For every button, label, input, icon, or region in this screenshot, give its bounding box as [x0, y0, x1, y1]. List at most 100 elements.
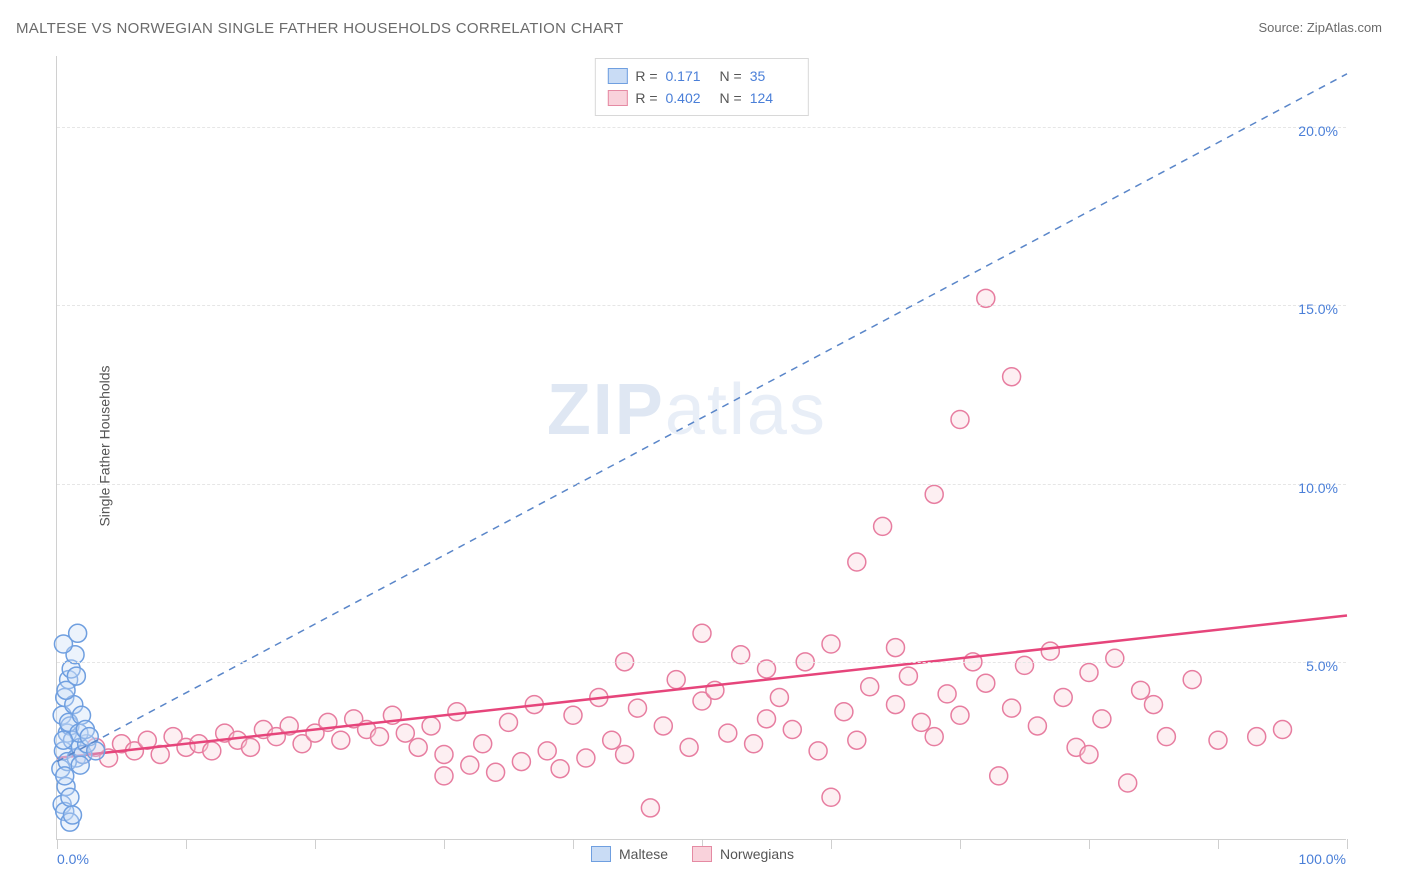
data-point-maltese [67, 667, 85, 685]
data-point-maltese [87, 742, 105, 760]
data-point-norwegians [1003, 699, 1021, 717]
x-tick [57, 839, 58, 849]
chart-container: MALTESE VS NORWEGIAN SINGLE FATHER HOUSE… [0, 0, 1406, 892]
x-tick [1218, 839, 1219, 849]
data-point-norwegians [1016, 656, 1034, 674]
grid-line [57, 662, 1346, 663]
x-tick [573, 839, 574, 849]
data-point-norwegians [396, 724, 414, 742]
x-tick-label: 100.0% [1299, 851, 1346, 867]
x-tick [1089, 839, 1090, 849]
x-tick [444, 839, 445, 849]
data-point-norwegians [616, 745, 634, 763]
data-point-norwegians [758, 710, 776, 728]
trend-line-maltese [57, 74, 1347, 762]
chart-title: MALTESE VS NORWEGIAN SINGLE FATHER HOUSE… [16, 20, 624, 37]
data-point-norwegians [435, 767, 453, 785]
x-tick [315, 839, 316, 849]
legend-item: Maltese [591, 846, 668, 862]
data-point-norwegians [629, 699, 647, 717]
data-point-norwegians [693, 624, 711, 642]
data-point-norwegians [770, 688, 788, 706]
data-point-norwegians [1080, 745, 1098, 763]
data-point-norwegians [1145, 696, 1163, 714]
data-point-norwegians [667, 671, 685, 689]
data-point-norwegians [1248, 728, 1266, 746]
data-point-norwegians [848, 731, 866, 749]
data-point-norwegians [1157, 728, 1175, 746]
legend-series: Maltese Norwegians [591, 846, 794, 862]
data-point-norwegians [500, 713, 518, 731]
data-point-norwegians [719, 724, 737, 742]
data-point-norwegians [899, 667, 917, 685]
data-point-norwegians [1119, 774, 1137, 792]
data-point-norwegians [951, 706, 969, 724]
data-point-norwegians [1028, 717, 1046, 735]
data-point-maltese [63, 806, 81, 824]
data-point-maltese [56, 767, 74, 785]
grid-line [57, 305, 1346, 306]
scatter-svg [57, 56, 1347, 840]
y-tick-label: 15.0% [1298, 301, 1338, 317]
data-point-norwegians [822, 635, 840, 653]
data-point-norwegians [861, 678, 879, 696]
data-point-norwegians [487, 763, 505, 781]
data-point-norwegians [1132, 681, 1150, 699]
data-point-norwegians [409, 738, 427, 756]
data-point-norwegians [1093, 710, 1111, 728]
data-point-norwegians [990, 767, 1008, 785]
x-tick-label: 0.0% [57, 851, 89, 867]
grid-line [57, 127, 1346, 128]
data-point-norwegians [925, 728, 943, 746]
data-point-norwegians [1183, 671, 1201, 689]
legend-item-label: Maltese [619, 846, 668, 862]
data-point-norwegians [564, 706, 582, 724]
data-point-norwegians [332, 731, 350, 749]
y-tick-label: 20.0% [1298, 123, 1338, 139]
data-point-norwegians [835, 703, 853, 721]
data-point-norwegians [822, 788, 840, 806]
data-point-norwegians [1274, 721, 1292, 739]
data-point-maltese [61, 788, 79, 806]
y-tick-label: 10.0% [1298, 480, 1338, 496]
data-point-norwegians [745, 735, 763, 753]
x-tick [186, 839, 187, 849]
y-tick-label: 5.0% [1306, 658, 1338, 674]
data-point-norwegians [461, 756, 479, 774]
data-point-norwegians [887, 639, 905, 657]
data-point-norwegians [951, 410, 969, 428]
data-point-norwegians [203, 742, 221, 760]
data-point-norwegians [977, 674, 995, 692]
data-point-maltese [69, 624, 87, 642]
legend-item: Norwegians [692, 846, 794, 862]
data-point-norwegians [1080, 664, 1098, 682]
data-point-norwegians [1106, 649, 1124, 667]
data-point-maltese [54, 731, 72, 749]
plot-area: ZIPatlas R = 0.171 N = 35 R = 0.402 N = … [56, 56, 1346, 840]
data-point-norwegians [242, 738, 260, 756]
source-label: Source: ZipAtlas.com [1258, 20, 1382, 35]
data-point-norwegians [512, 753, 530, 771]
data-point-norwegians [925, 485, 943, 503]
data-point-norwegians [912, 713, 930, 731]
data-point-norwegians [371, 728, 389, 746]
data-point-norwegians [448, 703, 466, 721]
data-point-norwegians [783, 721, 801, 739]
data-point-norwegians [641, 799, 659, 817]
x-tick [831, 839, 832, 849]
x-tick [1347, 839, 1348, 849]
data-point-norwegians [577, 749, 595, 767]
data-point-norwegians [654, 717, 672, 735]
data-point-norwegians [809, 742, 827, 760]
data-point-norwegians [551, 760, 569, 778]
data-point-norwegians [938, 685, 956, 703]
legend-swatch-icon [692, 846, 712, 862]
x-tick [960, 839, 961, 849]
data-point-norwegians [1054, 688, 1072, 706]
data-point-norwegians [1003, 368, 1021, 386]
data-point-norwegians [1209, 731, 1227, 749]
data-point-norwegians [603, 731, 621, 749]
data-point-maltese [71, 756, 89, 774]
data-point-norwegians [538, 742, 556, 760]
data-point-norwegians [874, 517, 892, 535]
